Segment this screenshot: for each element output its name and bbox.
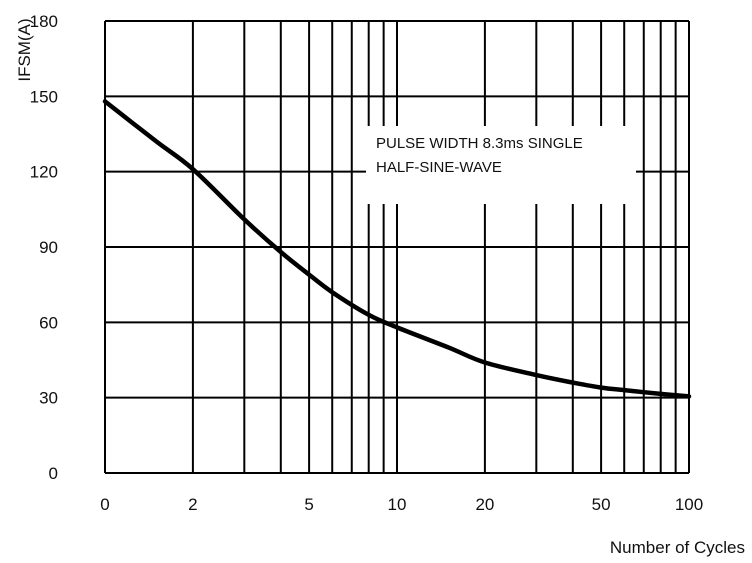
x-axis-label: Number of Cycles (610, 538, 745, 557)
series-layer (102, 99, 692, 399)
y-tick-label: 0 (49, 464, 58, 483)
x-tick-label: 50 (592, 495, 611, 514)
grid-lines (104, 20, 690, 474)
x-tick-label: 2 (188, 495, 197, 514)
x-tick-label: 20 (475, 495, 494, 514)
y-tick-label: 150 (30, 87, 58, 106)
y-tick-label: 120 (30, 163, 58, 182)
series-line (102, 99, 692, 399)
y-tick-label: 30 (39, 389, 58, 408)
x-tick-label: 5 (304, 495, 313, 514)
y-tick-label: 60 (39, 313, 58, 332)
annotation-line-2: HALF-SINE-WAVE (376, 159, 502, 176)
annotation-line-1: PULSE WIDTH 8.3ms SINGLE (376, 135, 583, 152)
annotation-box (366, 126, 636, 204)
x-tick-label: 100 (675, 495, 703, 514)
y-axis-label: IFSM(A) (15, 18, 34, 81)
x-tick-label: 0 (100, 495, 109, 514)
y-tick-label: 90 (39, 238, 58, 257)
x-tick-label: 10 (388, 495, 407, 514)
y-tick-label: 180 (30, 12, 58, 31)
tick-labels: 0 2 5 10 20 50 100 0 30 60 90 120 150 180 (30, 12, 704, 514)
